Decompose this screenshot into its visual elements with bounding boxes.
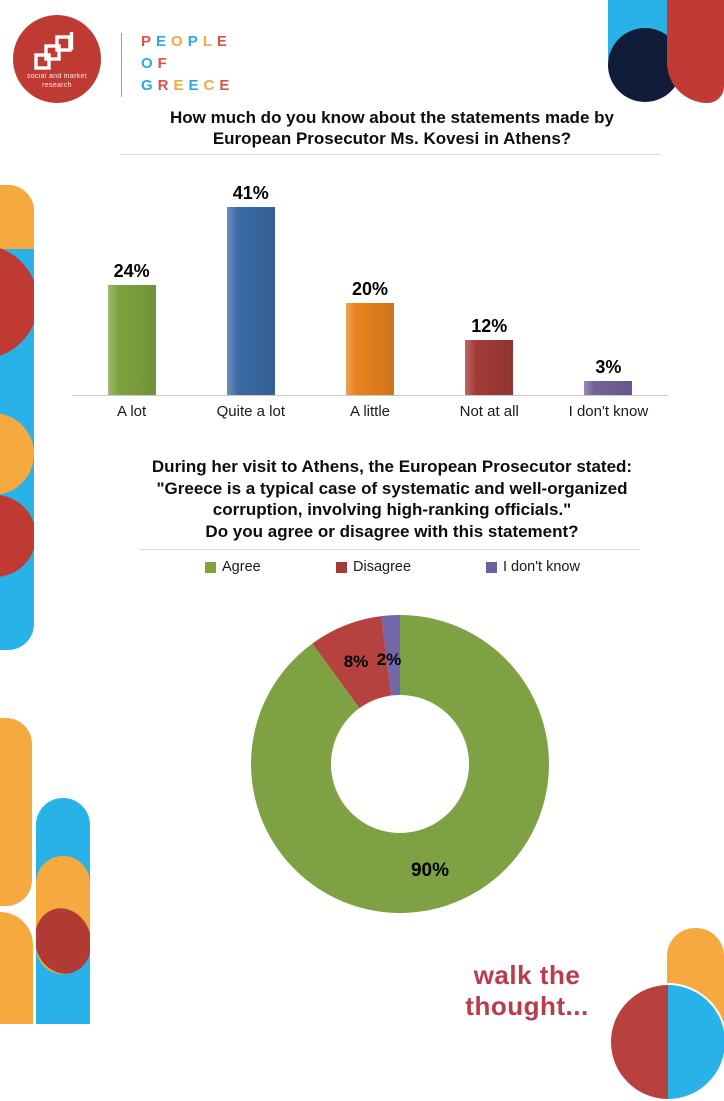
- bar: [584, 381, 633, 395]
- wordmark-letter: F: [157, 55, 172, 72]
- bar-chart-category-axis: A lot Quite a lot A little Not at all I don'…: [72, 396, 668, 420]
- bar-category-label: A lot: [117, 403, 147, 420]
- wordmark-line: OF: [141, 53, 234, 75]
- bar-category-label: A little: [349, 403, 391, 420]
- donut-slice-disagree: [312, 616, 392, 709]
- wordmark-letter: O: [171, 33, 188, 50]
- donut-label-agree: 90%: [410, 860, 450, 881]
- bar-chart: 24% 41% 20% 12% 3% A lot Quite a lot A little N…: [72, 182, 668, 420]
- wordmark-letter: E: [219, 77, 235, 94]
- bar-category-label: Quite a lot: [216, 403, 285, 420]
- donut-chart-title: During her visit to Athens, the European…: [62, 456, 722, 542]
- donut-slice-agree: [251, 615, 549, 913]
- brand-separator: [121, 33, 122, 97]
- donut-slice-i-don-t-know: [381, 615, 400, 696]
- bar-value-label: 20%: [351, 279, 389, 299]
- donut-title-line2: "Greece is a typical case of systematic …: [156, 478, 628, 498]
- wordmark-letter: E: [216, 33, 232, 50]
- legend-label: Agree: [222, 559, 261, 575]
- logo-glyph-icon: [34, 32, 74, 70]
- donut-title-line1: During her visit to Athens, the European…: [151, 457, 633, 476]
- divider: [120, 154, 660, 155]
- bar-group-quite-a-lot: 41%: [191, 183, 310, 395]
- bar-value-label: 24%: [113, 261, 150, 281]
- legend-item-agree: Agree: [205, 559, 261, 575]
- wordmark-letter: E: [156, 33, 172, 50]
- bar-category-label: I don't know: [568, 403, 649, 420]
- logo-subtitle: social and market research: [27, 73, 87, 89]
- wordmark-letter: O: [141, 55, 158, 72]
- bar: [107, 285, 156, 395]
- legend-swatch-agree: [205, 561, 216, 573]
- bar-value-label: 41%: [232, 183, 269, 203]
- decor-bottom-left-blue-pill: [36, 798, 90, 1024]
- decor-bottom-left-orange-pill: [0, 718, 32, 906]
- company-logo: social and market research: [13, 15, 101, 103]
- brand-wordmark: PEOPLE OF GREECE: [141, 31, 234, 97]
- wordmark-letter: P: [141, 33, 157, 50]
- decor-left-strip: [0, 185, 34, 650]
- wordmark-letter: E: [188, 77, 204, 94]
- bar-chart-title-line1: How much do you know about the statement…: [170, 108, 614, 127]
- legend-item-disagree: Disagree: [336, 559, 411, 575]
- bar-category-label: Not at all: [459, 403, 519, 420]
- wordmark-line: PEOPLE: [141, 31, 234, 53]
- tagline: walk the thought...: [465, 960, 589, 1021]
- donut-title-line4: Do you agree or disagree with this state…: [205, 521, 579, 541]
- wordmark-letter: P: [187, 33, 203, 50]
- decor-left-strip-red-circle-2: [0, 495, 34, 577]
- bar-group-not-at-all: 12%: [430, 316, 549, 395]
- donut-label-i-dont-know: 2%: [376, 650, 402, 669]
- donut-title-line3: corruption, involving high-ranking offic…: [212, 500, 572, 519]
- bar-chart-title-line2: European Prosecutor Ms. Kovesi in Athens…: [212, 129, 572, 148]
- wordmark-letter: L: [202, 33, 217, 50]
- bar-group-a-lot: 24%: [72, 261, 191, 395]
- decor-left-strip-orange-band: [0, 185, 34, 249]
- decor-bottom-left-orange-blob: [0, 912, 33, 1024]
- divider: [140, 549, 640, 550]
- bar-group-a-little: 20%: [310, 279, 429, 395]
- legend-item-i-dont-know: I don't know: [486, 559, 580, 575]
- wordmark-letter: R: [157, 77, 174, 94]
- donut-label-disagree: 8%: [343, 652, 369, 671]
- legend-swatch-disagree: [336, 561, 347, 573]
- legend-swatch-i-dont-know: [486, 561, 497, 573]
- decor-top-right-red-shape: [667, 0, 724, 103]
- bar: [346, 303, 394, 395]
- wordmark-letter: G: [141, 77, 158, 94]
- legend-label: Disagree: [353, 559, 412, 575]
- bar-chart-plot-area: 24% 41% 20% 12% 3%: [72, 182, 668, 396]
- decor-left-strip-red-circle: [0, 245, 34, 359]
- wordmark-line: GREECE: [141, 75, 234, 97]
- decor-left-strip-orange-circle: [0, 413, 34, 495]
- bar: [226, 207, 275, 395]
- bar-value-label: 3%: [595, 357, 622, 377]
- legend-label: I don't know: [503, 559, 580, 575]
- donut-chart: [251, 615, 549, 913]
- bar-group-i-don-t-know: 3%: [549, 357, 668, 395]
- wordmark-letter: C: [203, 77, 220, 94]
- bar-chart-title: How much do you know about the statement…: [62, 107, 722, 149]
- bar: [465, 340, 514, 395]
- bar-value-label: 12%: [471, 316, 508, 336]
- wordmark-letter: E: [173, 77, 189, 94]
